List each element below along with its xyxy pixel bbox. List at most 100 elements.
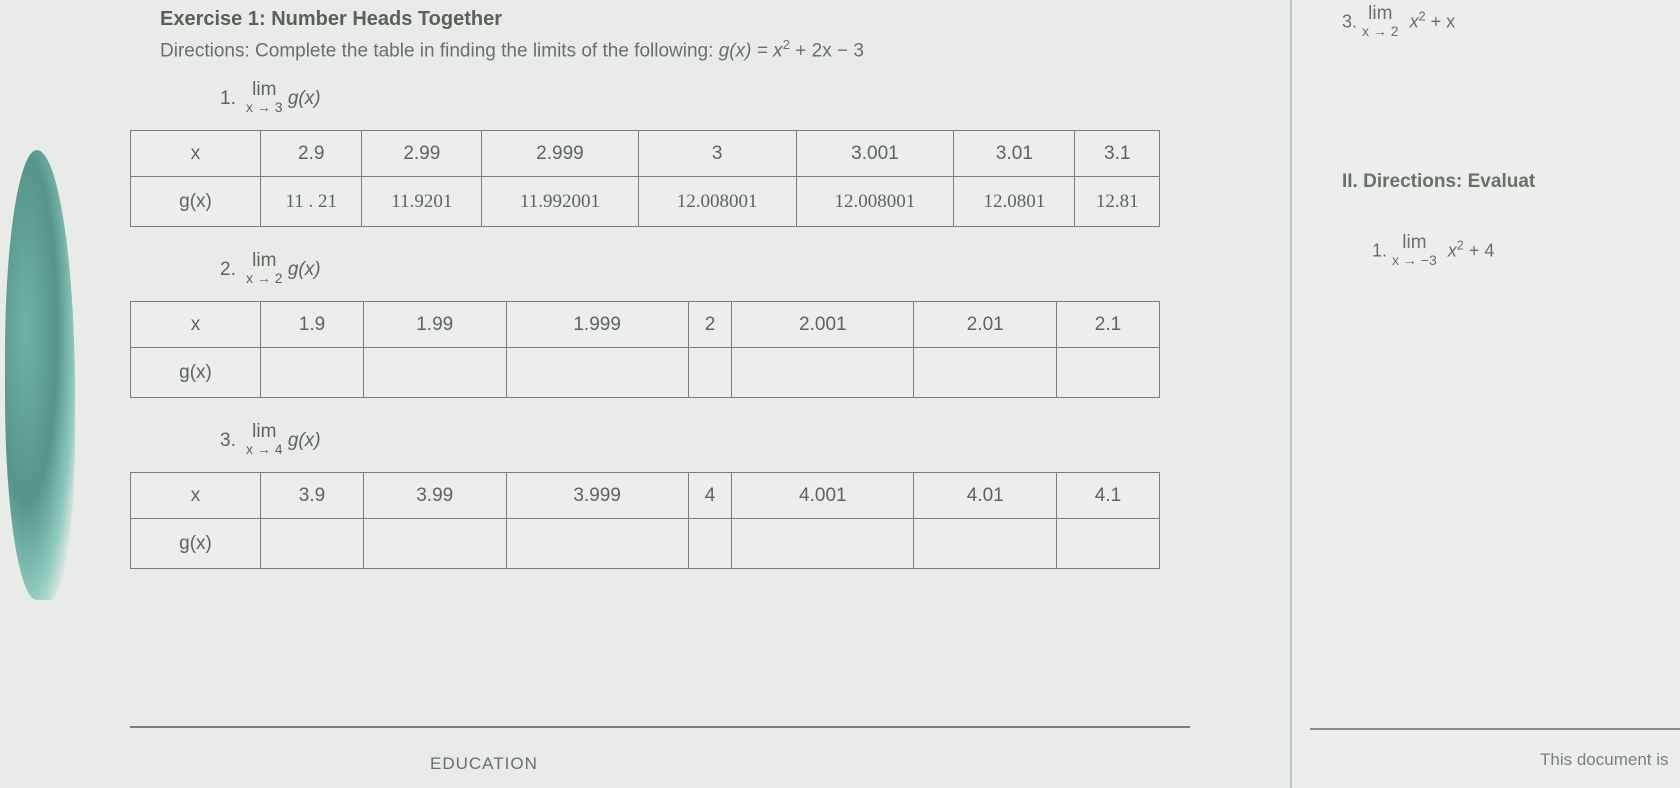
table-row: x1.91.991.99922.0012.012.1 bbox=[131, 302, 1160, 348]
table-header-cell: x bbox=[131, 131, 261, 177]
value-cell bbox=[914, 348, 1057, 398]
lim-approach: x → 2 bbox=[1362, 23, 1399, 39]
table-row: g(x) bbox=[131, 348, 1160, 398]
footer-education: EDUCATION bbox=[430, 754, 538, 774]
value-cell: 12.81 bbox=[1075, 177, 1160, 227]
lim-approach: x → 3 bbox=[246, 99, 283, 115]
table-header-cell: 2.99 bbox=[362, 131, 482, 177]
value-cell bbox=[261, 348, 364, 398]
row-label-cell: g(x) bbox=[131, 519, 261, 569]
lim-approach: x → 2 bbox=[246, 270, 283, 286]
value-cell: 11.9201 bbox=[362, 177, 482, 227]
function-base: g(x) = x bbox=[719, 40, 783, 61]
right-top-lim: lim x → 2 bbox=[1362, 4, 1399, 41]
value-cell bbox=[1057, 348, 1160, 398]
lim-function: g(x) bbox=[288, 430, 321, 451]
right-footer-text: This document is bbox=[1540, 750, 1669, 770]
table-header-cell: 2.001 bbox=[732, 302, 914, 348]
table-header-cell: 4.001 bbox=[732, 473, 914, 519]
items-host: 1.limx → 3 g(x)x2.92.992.99933.0013.013.… bbox=[160, 80, 1220, 569]
limit-table: x3.93.993.99944.0014.014.1g(x) bbox=[130, 472, 1160, 569]
main-content: Exercise 1: Number Heads Together Direct… bbox=[160, 8, 1220, 593]
limit-table: x2.92.992.99933.0013.013.1g(x)11 . 2111.… bbox=[130, 130, 1160, 227]
item-number: 1. bbox=[220, 88, 246, 110]
value-cell bbox=[732, 348, 914, 398]
worksheet-page: Exercise 1: Number Heads Together Direct… bbox=[0, 0, 1680, 788]
value-cell bbox=[506, 519, 688, 569]
value-cell bbox=[688, 519, 731, 569]
value-cell bbox=[1057, 519, 1160, 569]
right-top-expr: x bbox=[1410, 11, 1419, 31]
limit-item-label: 3.limx → 4 g(x) bbox=[220, 422, 1220, 460]
table-header-cell: 1.999 bbox=[506, 302, 688, 348]
table-header-cell: 3 bbox=[638, 131, 796, 177]
section-2-directions: II. Directions: Evaluat bbox=[1342, 171, 1680, 193]
r1-lim: lim x → −3 bbox=[1392, 233, 1437, 270]
right-top-num: 3. bbox=[1342, 11, 1357, 31]
value-cell: 12.008001 bbox=[796, 177, 954, 227]
r1-suffix: + 4 bbox=[1464, 240, 1495, 260]
right-item-1: 1. lim x → −3 x2 + 4 bbox=[1372, 233, 1680, 270]
lim-notation: limx → 4 bbox=[246, 422, 283, 460]
function-exponent: 2 bbox=[783, 37, 790, 52]
table-header-cell: 3.9 bbox=[261, 473, 364, 519]
value-cell bbox=[688, 348, 731, 398]
lim-label: lim bbox=[252, 250, 276, 271]
value-cell bbox=[732, 519, 914, 569]
value-cell bbox=[914, 519, 1057, 569]
exercise-title: Exercise 1: Number Heads Together bbox=[160, 8, 1220, 31]
value-cell: 12.008001 bbox=[638, 177, 796, 227]
directions-text: Directions: Complete the table in findin… bbox=[160, 37, 1220, 62]
limit-table: x1.91.991.99922.0012.012.1g(x) bbox=[130, 301, 1160, 398]
table-header-cell: 3.1 bbox=[1075, 131, 1160, 177]
table-header-cell: 1.99 bbox=[363, 302, 506, 348]
value-cell bbox=[506, 348, 688, 398]
right-top-suffix: + x bbox=[1426, 11, 1456, 31]
table-header-cell: 3.001 bbox=[796, 131, 954, 177]
table-header-cell: 3.999 bbox=[506, 473, 688, 519]
value-cell bbox=[363, 348, 506, 398]
table-header-cell: 2.9 bbox=[261, 131, 362, 177]
row-label-cell: g(x) bbox=[131, 177, 261, 227]
table-header-cell: 2.1 bbox=[1057, 302, 1160, 348]
table-header-cell: 3.01 bbox=[954, 131, 1075, 177]
table-row: g(x) bbox=[131, 519, 1160, 569]
lim-approach: x → −3 bbox=[1392, 252, 1437, 268]
table-row: g(x)11 . 2111.920111.99200112.00800112.0… bbox=[131, 177, 1160, 227]
lim-notation: limx → 2 bbox=[246, 251, 283, 289]
table-header-cell: 4 bbox=[688, 473, 731, 519]
lim-function: g(x) bbox=[288, 259, 321, 280]
lim-notation: limx → 3 bbox=[246, 80, 283, 118]
right-column: 3. lim x → 2 x2 + x II. Directions: Eval… bbox=[1290, 0, 1680, 788]
footer-rule bbox=[130, 726, 1190, 728]
value-cell: 11 . 21 bbox=[261, 177, 362, 227]
table-header-cell: 4.01 bbox=[914, 473, 1057, 519]
table-header-cell: x bbox=[131, 302, 261, 348]
lim-label: lim bbox=[252, 421, 276, 442]
table-header-cell: 2.01 bbox=[914, 302, 1057, 348]
table-header-cell: x bbox=[131, 473, 261, 519]
table-header-cell: 2 bbox=[688, 302, 731, 348]
lim-label: lim bbox=[1402, 232, 1426, 253]
right-top-exp: 2 bbox=[1419, 9, 1426, 23]
item-number: 3. bbox=[220, 430, 246, 452]
lim-label: lim bbox=[252, 79, 276, 100]
table-header-cell: 2.999 bbox=[482, 131, 638, 177]
limit-item-label: 1.limx → 3 g(x) bbox=[220, 80, 1220, 118]
lim-label: lim bbox=[1368, 3, 1392, 24]
right-footer-rule bbox=[1310, 728, 1680, 730]
table-row: x3.93.993.99944.0014.014.1 bbox=[131, 473, 1160, 519]
r1-expr: x bbox=[1448, 240, 1457, 260]
directions-prefix: Directions: Complete the table in findin… bbox=[160, 40, 719, 61]
decorative-blob bbox=[5, 150, 75, 600]
table-row: x2.92.992.99933.0013.013.1 bbox=[131, 131, 1160, 177]
lim-approach: x → 4 bbox=[246, 441, 283, 457]
lim-function: g(x) bbox=[288, 88, 321, 109]
value-cell: 11.992001 bbox=[482, 177, 638, 227]
item-number: 2. bbox=[220, 259, 246, 281]
right-top-item: 3. lim x → 2 x2 + x bbox=[1342, 4, 1680, 41]
limit-item-label: 2.limx → 2 g(x) bbox=[220, 251, 1220, 289]
table-header-cell: 4.1 bbox=[1057, 473, 1160, 519]
value-cell: 12.0801 bbox=[954, 177, 1075, 227]
value-cell bbox=[363, 519, 506, 569]
